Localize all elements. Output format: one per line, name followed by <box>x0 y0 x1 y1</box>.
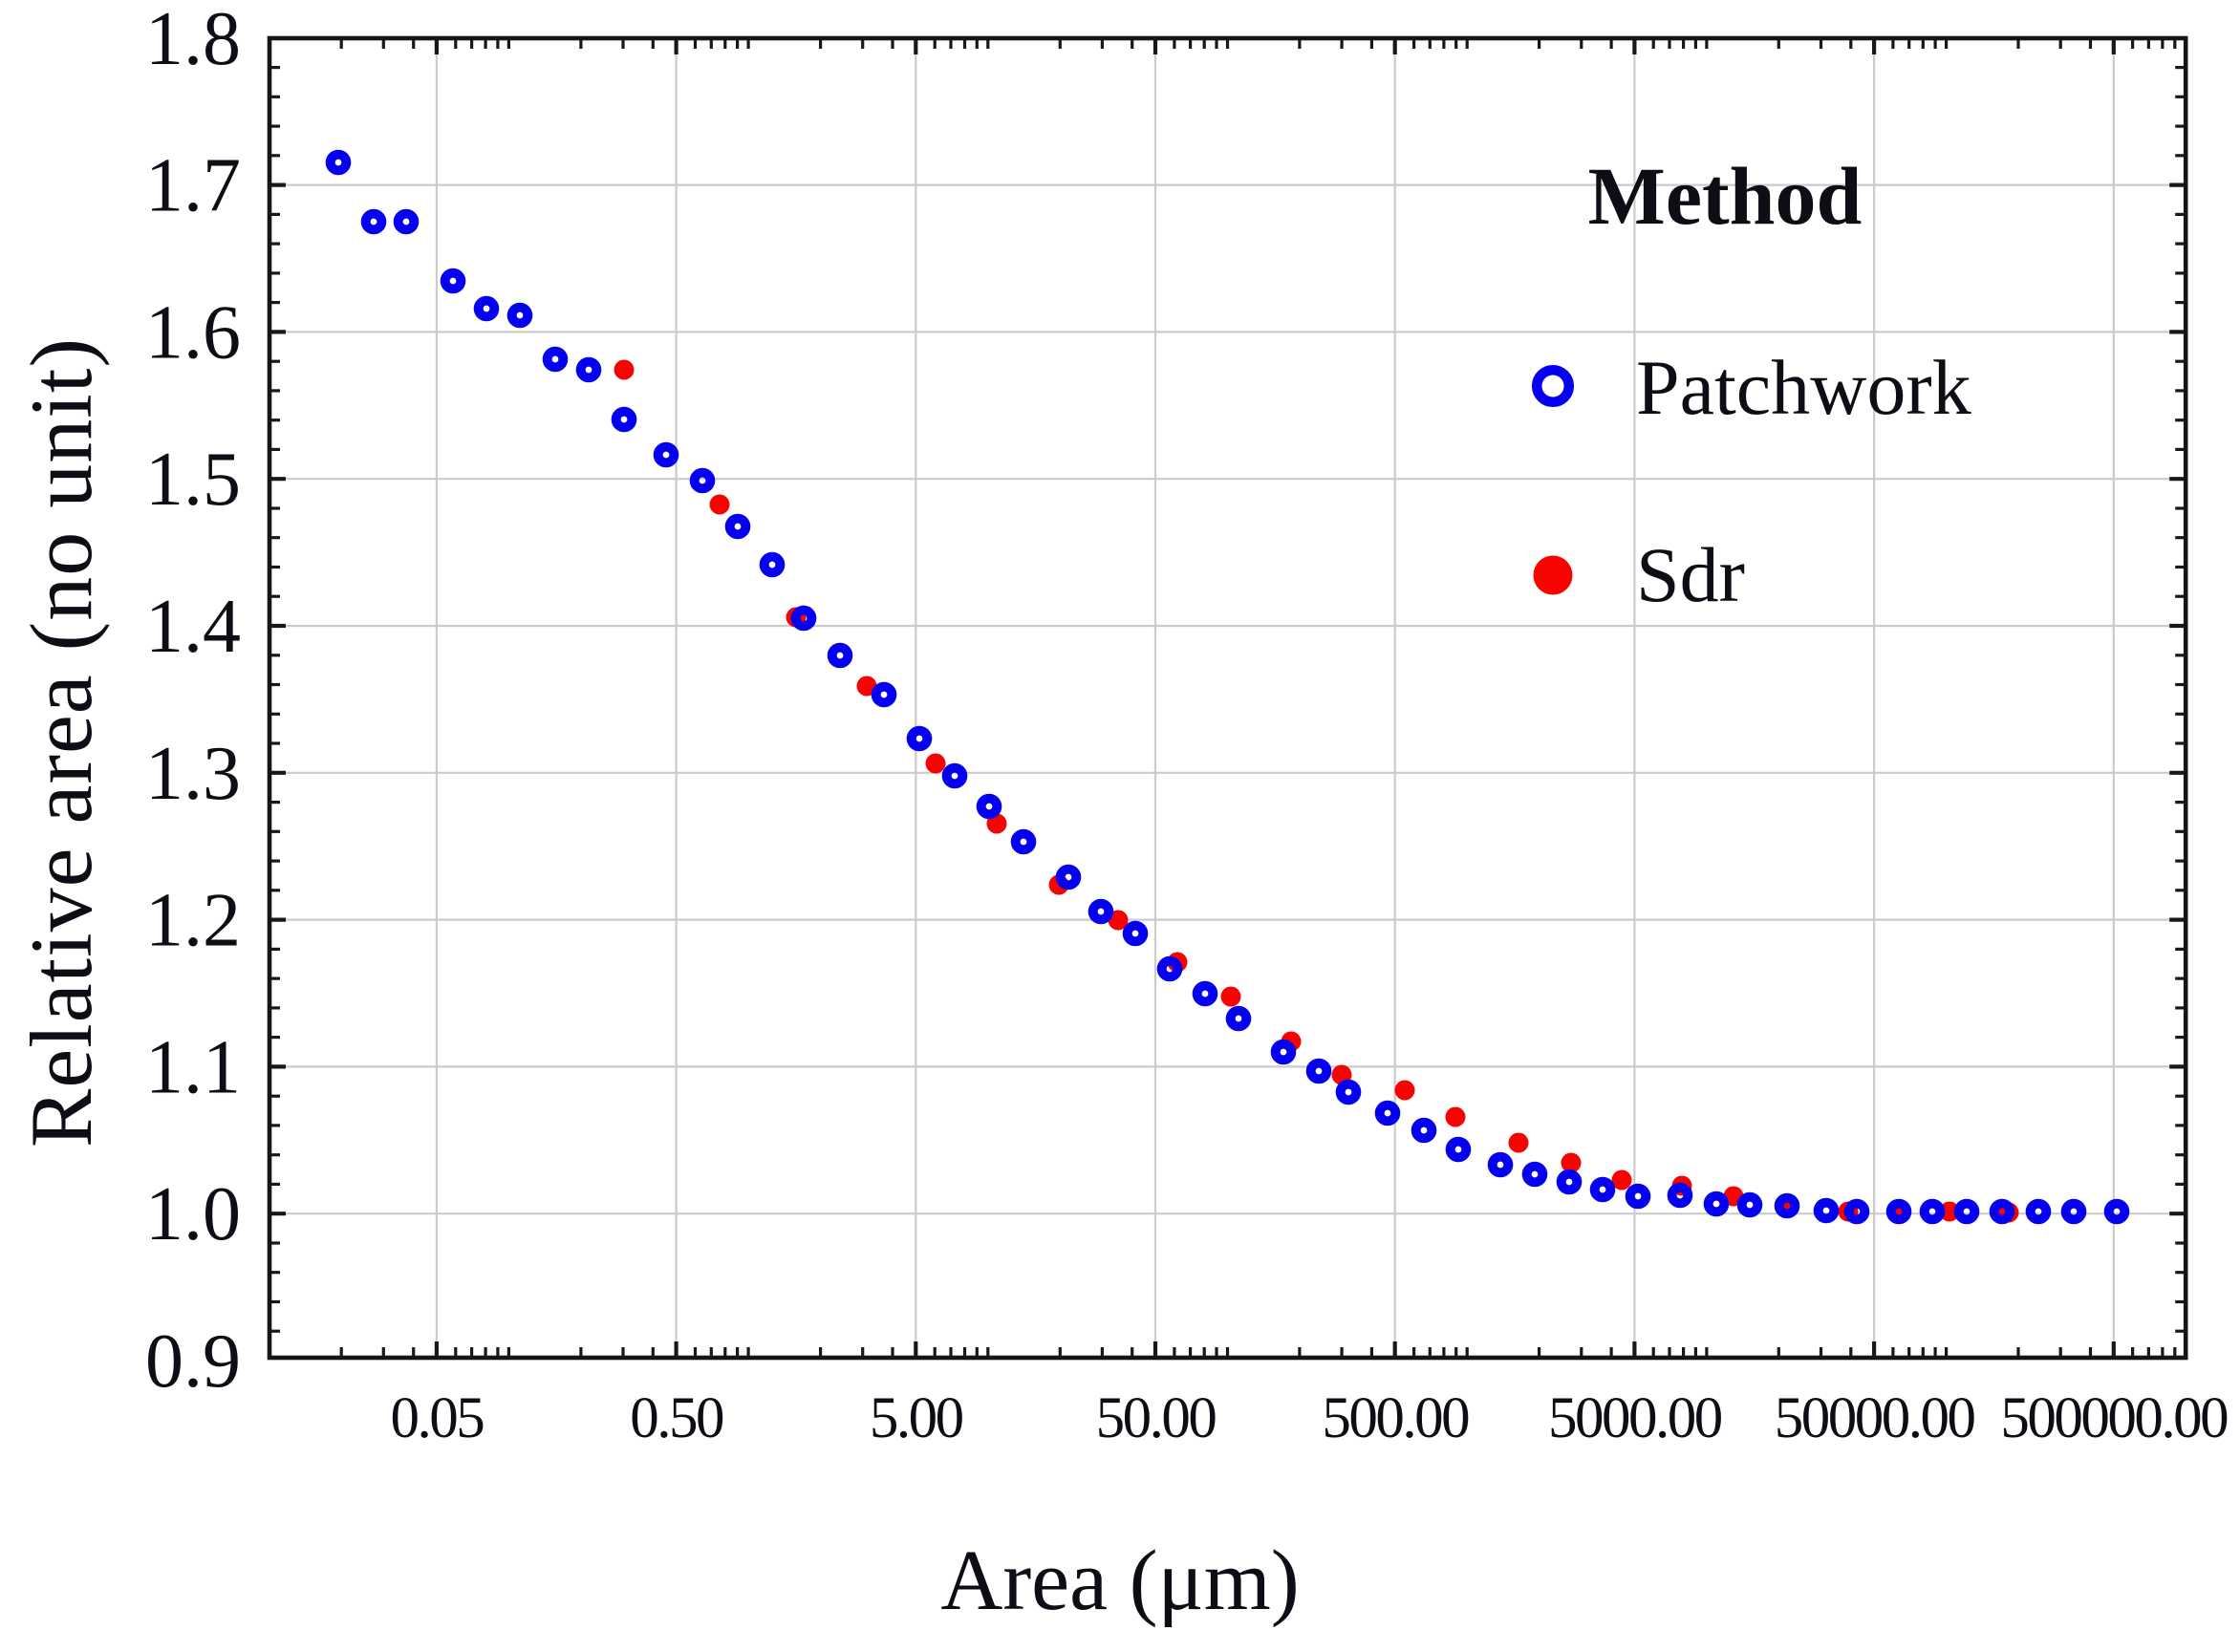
svg-text:50000.00: 50000.00 <box>1775 1386 1975 1450</box>
svg-text:1.3: 1.3 <box>145 732 241 816</box>
svg-text:Patchwork: Patchwork <box>1636 344 1971 431</box>
svg-text:5.00: 5.00 <box>870 1386 963 1450</box>
svg-text:1.7: 1.7 <box>145 144 241 228</box>
svg-text:1.6: 1.6 <box>145 290 241 375</box>
svg-text:500.00: 500.00 <box>1322 1386 1469 1450</box>
svg-text:Relative area (no unit): Relative area (no unit) <box>12 337 110 1148</box>
svg-text:0.50: 0.50 <box>630 1386 723 1450</box>
svg-text:Method: Method <box>1588 150 1863 242</box>
svg-text:Sdr: Sdr <box>1636 531 1745 618</box>
svg-text:Area (μm): Area (μm) <box>940 1534 1300 1628</box>
svg-text:1.2: 1.2 <box>145 879 241 963</box>
svg-text:1.4: 1.4 <box>145 585 241 669</box>
svg-text:50.00: 50.00 <box>1096 1386 1217 1450</box>
svg-text:1.0: 1.0 <box>145 1172 241 1256</box>
svg-text:500000.00: 500000.00 <box>2000 1386 2228 1450</box>
svg-text:0.05: 0.05 <box>391 1386 485 1450</box>
svg-text:1.5: 1.5 <box>145 438 241 522</box>
svg-text:1.8: 1.8 <box>145 0 241 81</box>
svg-text:5000.00: 5000.00 <box>1548 1386 1722 1450</box>
svg-text:0.9: 0.9 <box>145 1319 241 1404</box>
svg-text:1.1: 1.1 <box>145 1025 241 1109</box>
